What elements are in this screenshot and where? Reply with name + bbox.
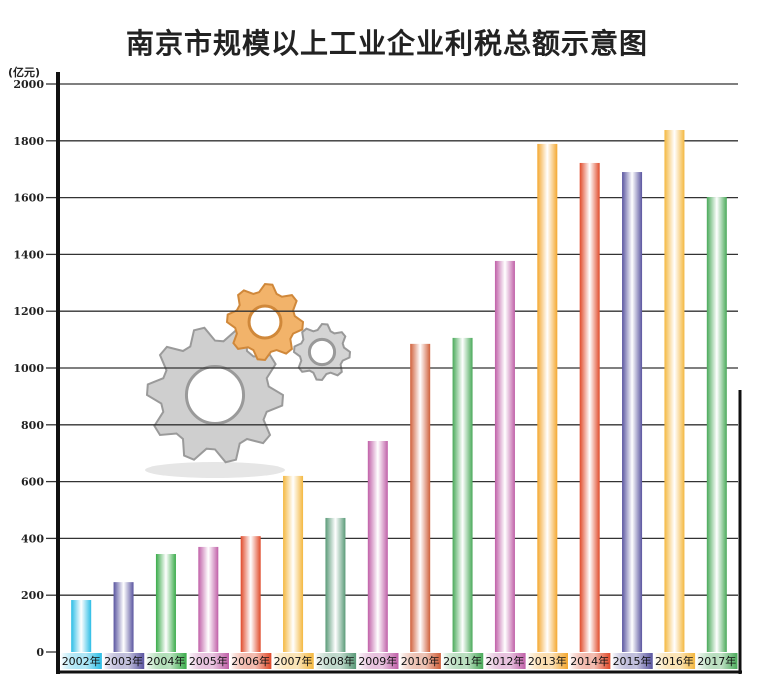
x-tick-label: 2014年 [570,654,609,668]
x-label-bg [484,653,526,669]
bar-2017年 [706,197,727,653]
bar-2016年 [664,130,685,652]
bar-2009年 [367,440,388,652]
x-label-bg [357,653,399,669]
x-tick-label: 2004年 [146,654,185,668]
x-label-bg [611,653,653,669]
x-label-bg [653,653,696,669]
bar-2006年 [240,536,261,652]
x-tick-label: 2010年 [401,654,440,668]
bar-2005年 [198,546,219,652]
x-label-bg [696,653,738,669]
bar-2013年 [537,143,558,652]
x-tick-label: 2006年 [231,654,270,668]
x-tick-label: 2005年 [189,654,228,668]
chart-title: 南京市规模以上工业企业利税总额示意图 [125,27,648,60]
bar-2015年 [622,172,643,653]
x-label-bg [187,653,229,669]
bar-2014年 [579,162,600,652]
x-tick-label: 2007年 [274,654,313,668]
gears-icon [145,282,352,478]
y-tick-label: 800 [21,419,44,432]
x-label-bg [272,653,314,669]
x-tick-label: 2003年 [104,654,143,668]
x-tick-label: 2017年 [697,654,736,668]
x-tick-label: 2008年 [316,654,355,668]
bar-2010年 [410,343,431,652]
y-axis-label: (亿元) [8,65,40,79]
x-label-bg [526,653,568,669]
x-tick-label: 2013年 [528,654,567,668]
y-tick-label: 200 [21,589,44,602]
bar-2002年 [71,600,92,652]
x-tick-label: 2011年 [443,654,482,668]
x-tick-label: 2009年 [358,654,397,668]
y-tick-label: 1800 [13,135,44,148]
y-tick-label: 1000 [13,362,44,375]
x-label-bg [230,653,272,669]
bar-2004年 [155,554,176,652]
bar-2011年 [452,337,473,652]
bar-2007年 [283,475,304,652]
x-label-bg [441,653,484,669]
bar-2003年 [113,582,134,652]
x-tick-label: 2016年 [655,654,694,668]
bar-2012年 [494,260,515,652]
y-tick-label: 0 [36,646,44,659]
x-label-bg [145,653,187,669]
y-tick-label: 600 [21,476,44,489]
y-tick-label: 1200 [13,305,44,318]
y-tick-label: 1400 [13,248,44,261]
x-label-bg [314,653,357,669]
x-tick-label: 2002年 [62,654,101,668]
x-label-bg [569,653,611,669]
x-label-bg [102,653,145,669]
y-tick-label: 2000 [13,78,44,91]
x-label-bg [60,653,102,669]
x-tick-label: 2015年 [613,654,652,668]
y-tick-label: 400 [21,532,44,545]
bar-2008年 [325,517,346,652]
x-label-bg [399,653,441,669]
y-tick-label: 1600 [13,192,44,205]
x-tick-label: 2012年 [485,654,524,668]
